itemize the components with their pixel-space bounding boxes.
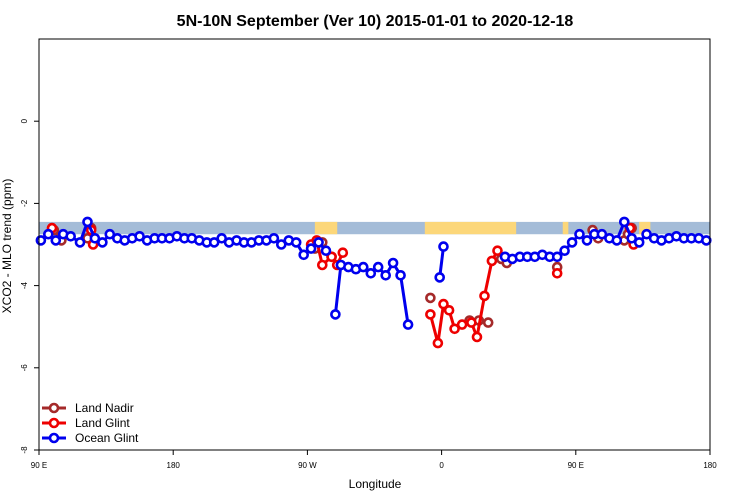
data-point [35, 235, 47, 246]
data-point [97, 237, 108, 248]
data-point [574, 228, 585, 240]
data-point [700, 235, 712, 246]
data-point [618, 216, 630, 228]
data-point [365, 267, 377, 279]
data-point [42, 228, 54, 240]
plot-frame [38, 38, 711, 451]
data-point [486, 255, 498, 267]
data-point [434, 272, 446, 283]
data-point [357, 261, 369, 273]
x-axis: 90 E 180 90 W 0 90 E 180 [31, 450, 717, 470]
data-point [551, 251, 563, 263]
y-tick-label: 0 [20, 118, 29, 123]
legend-marker [48, 432, 60, 444]
data-point [387, 257, 399, 269]
data-point [290, 237, 302, 248]
data-point [275, 239, 287, 250]
y-tick-label: -8 [20, 446, 29, 454]
x-tick-label: 180 [703, 461, 717, 470]
data-point [298, 249, 310, 261]
data-point [395, 269, 406, 281]
data-point [551, 267, 563, 279]
data-point [208, 237, 220, 248]
y-axis-label: XCO2 - MLO trend (ppm) [0, 179, 14, 314]
data-point [449, 323, 460, 335]
data-point [633, 237, 645, 248]
x-axis-label: Longitude [349, 477, 402, 491]
data-point [479, 290, 490, 302]
data-point [438, 298, 449, 310]
data-point [581, 235, 593, 246]
x-tick-label: 90 E [568, 461, 584, 470]
data-point [104, 228, 116, 240]
data-point [611, 235, 623, 246]
land-segment [562, 221, 569, 235]
land-segment [314, 221, 338, 235]
data-point [372, 261, 384, 273]
data-point [134, 231, 145, 242]
chart-title: 5N-10N September (Ver 10) 2015-01-01 to … [177, 13, 574, 30]
data-point [65, 231, 76, 242]
data-point [316, 259, 328, 271]
data-point [566, 237, 578, 248]
data-point [432, 337, 444, 349]
data-point [626, 233, 638, 244]
y-tick-label: -2 [20, 199, 29, 207]
legend-label: Land Nadir [75, 401, 134, 415]
data-point [82, 216, 93, 228]
data-point [268, 233, 280, 244]
series-ocean-glint [35, 216, 712, 330]
legend-marker [48, 417, 60, 429]
ocean-band [39, 221, 710, 235]
legend-item-land-nadir: Land Nadir [42, 401, 134, 415]
data-point [482, 317, 494, 328]
legend-label: Ocean Glint [75, 431, 139, 445]
data-point [596, 228, 608, 240]
series-layer [35, 216, 712, 349]
data-point [89, 233, 101, 244]
landmask-band [39, 221, 710, 235]
legend-marker [48, 402, 60, 414]
data-point [492, 245, 503, 256]
y-tick-label: -4 [20, 281, 29, 289]
x-tick-label: 90 W [298, 461, 317, 470]
data-point [438, 241, 449, 252]
x-tick-label: 90 E [31, 461, 47, 470]
x-tick-label: 180 [167, 461, 181, 470]
data-point [74, 237, 86, 248]
data-point [326, 251, 337, 263]
data-point [456, 319, 468, 330]
legend-item-land-glint: Land Glint [42, 416, 130, 430]
data-point [320, 245, 332, 256]
data-point [313, 237, 324, 248]
land-segment [424, 221, 517, 235]
legend-label: Land Glint [75, 416, 130, 430]
series-land-glint [46, 222, 639, 349]
data-point [305, 243, 317, 254]
data-point [330, 309, 341, 320]
data-point [641, 228, 652, 240]
data-point [337, 247, 349, 258]
data-point [402, 319, 414, 330]
data-point [216, 233, 227, 244]
data-point [425, 309, 436, 320]
legend-item-ocean-glint: Ocean Glint [42, 431, 139, 445]
data-point [471, 331, 483, 343]
data-point [380, 269, 392, 281]
y-tick-label: -6 [20, 364, 29, 372]
y-axis: -8 -6 -4 -2 0 [20, 118, 39, 454]
data-point [50, 235, 62, 246]
data-point [425, 292, 436, 304]
land-segment [639, 221, 651, 235]
data-point [559, 245, 570, 256]
data-point [443, 304, 455, 316]
data-point [466, 317, 477, 328]
x-tick-label: 0 [439, 461, 444, 470]
